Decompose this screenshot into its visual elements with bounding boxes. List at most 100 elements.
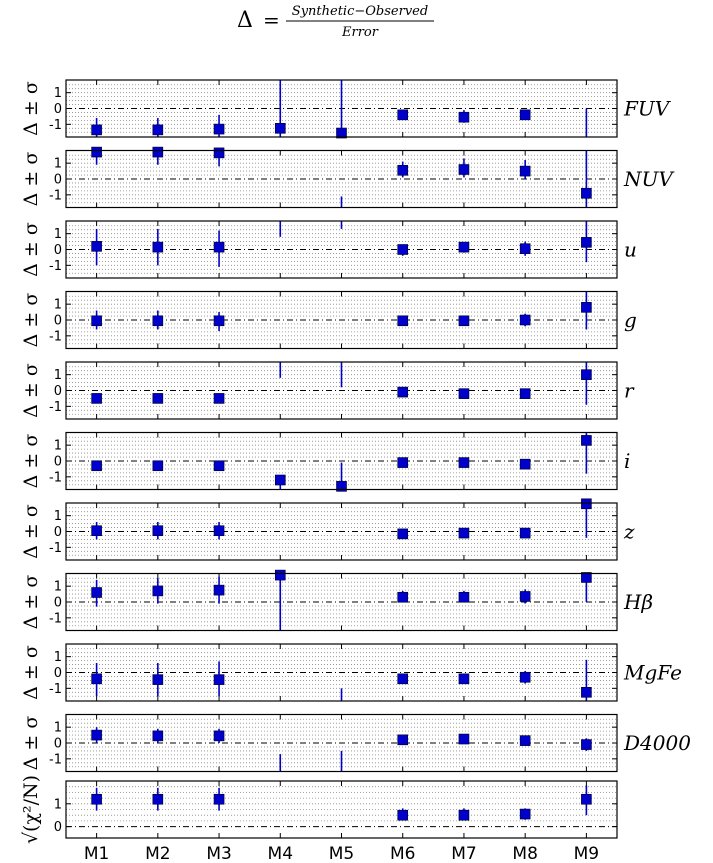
data-point bbox=[519, 527, 531, 539]
data-point bbox=[581, 369, 592, 380]
data-point bbox=[91, 793, 102, 805]
data-point bbox=[519, 388, 531, 399]
x-tick-label: M1 bbox=[84, 844, 109, 863]
data-point bbox=[152, 315, 164, 327]
title-delta: Δ bbox=[237, 8, 253, 33]
y-tick-label: 0 bbox=[54, 820, 62, 835]
y-tick-label: 0 bbox=[54, 173, 62, 188]
data-point bbox=[519, 165, 531, 177]
data-point bbox=[519, 671, 531, 683]
panel-8: -101 Δ ± σ MgFe bbox=[20, 643, 682, 702]
data-point bbox=[152, 124, 164, 136]
data-point bbox=[581, 572, 592, 583]
y-tick-label: 1 bbox=[54, 650, 62, 665]
data-point bbox=[336, 127, 347, 139]
data-point bbox=[458, 241, 470, 253]
data-point bbox=[581, 237, 592, 248]
data-point bbox=[152, 585, 164, 597]
data-point bbox=[581, 793, 592, 805]
data-point bbox=[519, 458, 531, 470]
y-tick-label: 1 bbox=[54, 580, 62, 595]
data-point bbox=[397, 591, 409, 603]
panel-chi: 0 1 √(χ²/N) bbox=[20, 775, 618, 844]
data-point bbox=[91, 146, 102, 158]
x-tick-label: M4 bbox=[268, 844, 293, 863]
x-tick-label: M6 bbox=[390, 844, 415, 863]
data-point bbox=[581, 498, 592, 510]
y-tick-label: 1 bbox=[54, 86, 62, 101]
y-axis-label: Δ ± σ bbox=[20, 293, 42, 348]
data-point bbox=[91, 460, 102, 472]
data-point bbox=[91, 673, 102, 685]
data-point bbox=[397, 244, 409, 255]
y-tick-label: -1 bbox=[49, 188, 62, 203]
y-axis-label: Δ ± σ bbox=[20, 716, 42, 771]
panel-1: -101 Δ ± σ NUV bbox=[20, 146, 675, 209]
y-tick-label: 0 bbox=[54, 384, 62, 399]
data-point bbox=[213, 793, 225, 805]
x-tick-label: M5 bbox=[329, 844, 354, 863]
y-tick-label: 0 bbox=[54, 596, 62, 611]
panel-frame bbox=[65, 572, 618, 632]
data-point bbox=[91, 241, 102, 252]
x-tick-label: M9 bbox=[574, 844, 599, 863]
data-point bbox=[152, 793, 164, 805]
y-tick-label: -1 bbox=[49, 752, 62, 767]
data-point bbox=[458, 457, 470, 468]
data-point bbox=[397, 528, 409, 540]
y-tick-label: 1 bbox=[54, 797, 62, 812]
data-point bbox=[458, 733, 470, 745]
data-point bbox=[519, 808, 531, 820]
y-axis-label: Δ ± σ bbox=[20, 645, 42, 700]
y-tick-label: 0 bbox=[54, 666, 62, 681]
data-point bbox=[519, 243, 531, 255]
y-tick-label: 1 bbox=[54, 157, 62, 172]
y-tick-label: 0 bbox=[54, 737, 62, 752]
data-point bbox=[152, 674, 164, 685]
y-tick-label: 1 bbox=[54, 721, 62, 736]
data-point bbox=[274, 474, 286, 486]
data-point bbox=[213, 393, 225, 404]
data-point bbox=[152, 460, 164, 472]
data-point bbox=[397, 109, 409, 121]
data-point bbox=[581, 739, 592, 750]
x-tick-label: M8 bbox=[512, 844, 537, 863]
data-point bbox=[458, 673, 470, 685]
y-axis-label: Δ ± σ bbox=[20, 152, 42, 207]
panel-frame bbox=[65, 713, 618, 773]
y-axis-label: Δ ± σ bbox=[20, 434, 42, 489]
data-point bbox=[152, 146, 164, 158]
panel-6: -101 Δ ± σ z bbox=[20, 498, 635, 561]
y-tick-label: -1 bbox=[49, 541, 62, 556]
data-point bbox=[397, 673, 409, 685]
y-tick-label: 0 bbox=[54, 525, 62, 540]
panel-0: -101 Δ ± σ FUV bbox=[20, 79, 672, 139]
y-tick-label: 1 bbox=[54, 298, 62, 313]
data-point bbox=[213, 315, 225, 327]
data-point bbox=[397, 809, 409, 821]
y-tick-label: 0 bbox=[54, 102, 62, 117]
data-point bbox=[458, 527, 470, 539]
title-numerator: Synthetic−Observed bbox=[292, 4, 428, 19]
data-point bbox=[213, 525, 225, 537]
data-point bbox=[336, 481, 347, 492]
panel-3: -101 Δ ± σ g bbox=[20, 290, 637, 350]
y-tick-label: -1 bbox=[49, 470, 62, 485]
band-label: r bbox=[624, 379, 635, 403]
data-point bbox=[397, 315, 409, 327]
data-point bbox=[213, 730, 225, 742]
data-point bbox=[274, 122, 286, 134]
x-tick-label: M7 bbox=[451, 844, 476, 863]
data-point bbox=[581, 302, 592, 313]
title-denominator: Error bbox=[341, 25, 379, 40]
panel-frame bbox=[65, 780, 618, 839]
y-tick-label: -1 bbox=[49, 118, 62, 133]
y-tick-label: -1 bbox=[49, 400, 62, 415]
y-axis-label: Δ ± σ bbox=[20, 504, 42, 559]
band-label: u bbox=[624, 238, 637, 262]
data-point bbox=[458, 315, 470, 327]
panel-frame bbox=[65, 502, 618, 561]
data-point bbox=[91, 315, 102, 327]
